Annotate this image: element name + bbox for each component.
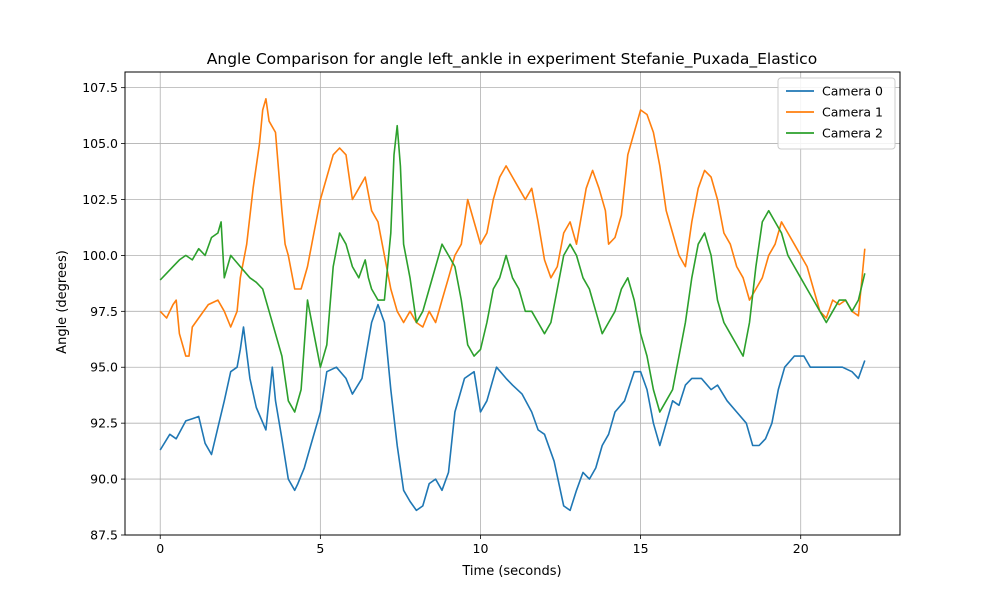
- legend-label: Camera 1: [822, 105, 883, 120]
- tick-layer: 0 5 10 15 20 87.5 90.0 92.5 95.0 97.5 100.0 102.5 10…: [82, 80, 809, 556]
- plot-frame: [124, 71, 901, 536]
- x-tick-label: 5: [316, 541, 324, 556]
- y-tick-label: 105.0: [82, 136, 118, 151]
- y-tick-label: 87.5: [90, 528, 118, 543]
- y-tick-label: 97.5: [90, 304, 118, 319]
- series-layer: [159, 98, 866, 512]
- x-tick-label: 20: [793, 541, 809, 556]
- grid-layer: [125, 72, 900, 536]
- y-tick-label: 107.5: [82, 80, 118, 95]
- y-tick-label: 95.0: [90, 360, 118, 375]
- x-axis-label: Time (seconds): [461, 564, 561, 579]
- y-tick-label: 90.0: [90, 472, 118, 487]
- legend-box: [777, 77, 896, 150]
- series-line-camera-1: [159, 98, 866, 357]
- chart-title: Angle Comparison for angle left_ankle in…: [207, 50, 817, 69]
- y-tick-label: 92.5: [90, 416, 118, 431]
- x-tick-label: 10: [473, 541, 489, 556]
- y-tick-label: 102.5: [82, 192, 118, 207]
- y-axis-label: Angle (degrees): [55, 250, 70, 354]
- x-tick-label: 0: [156, 541, 164, 556]
- legend-label: Camera 2: [822, 126, 883, 141]
- y-tick-label: 100.0: [82, 248, 118, 263]
- series-line-camera-0: [159, 303, 866, 512]
- legend-label: Camera 0: [822, 84, 883, 99]
- series-line-camera-2: [159, 124, 866, 413]
- x-tick-label: 15: [633, 541, 649, 556]
- legend: Camera 0 Camera 1 Camera 2: [777, 77, 896, 150]
